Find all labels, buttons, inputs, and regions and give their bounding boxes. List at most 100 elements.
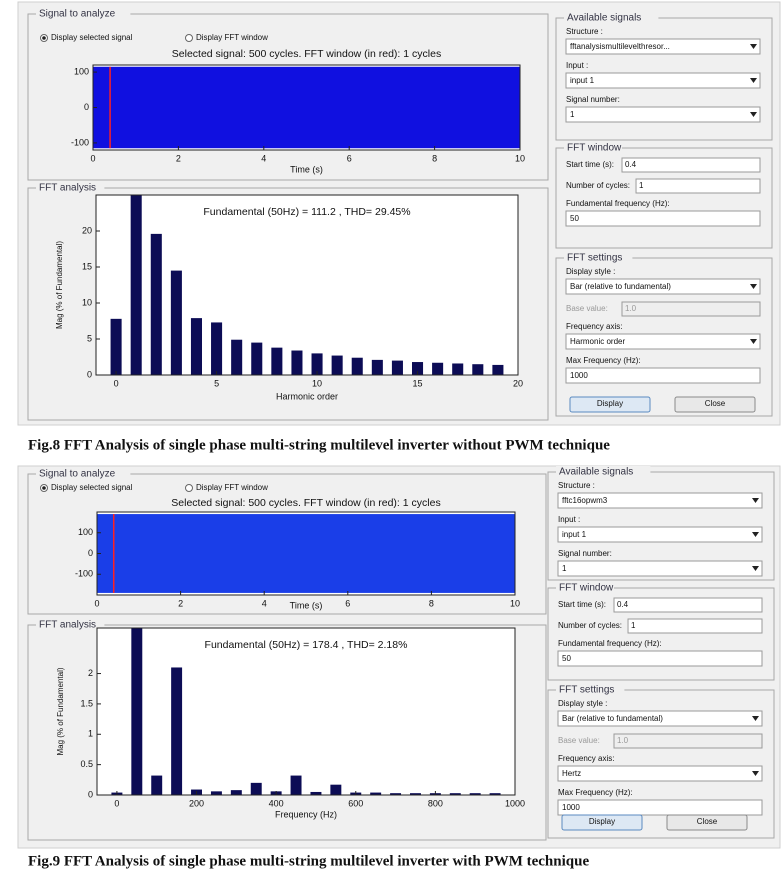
field-value: 0.4: [617, 600, 629, 609]
bar: [391, 360, 403, 375]
dropdown[interactable]: [557, 492, 763, 509]
y-tick-label: 1.5: [80, 698, 93, 708]
text-field[interactable]: [613, 597, 763, 613]
bar: [170, 270, 182, 375]
field-label: Signal number:: [566, 95, 620, 104]
available-signals-title-bg: [564, 12, 659, 24]
text-field[interactable]: [565, 210, 761, 227]
field-value: 1: [570, 110, 575, 119]
bar: [371, 359, 383, 375]
x-tick-label: 2: [176, 153, 181, 163]
text-field[interactable]: [557, 650, 763, 667]
y-tick-label: 2: [88, 668, 93, 678]
field-value: Hertz: [562, 769, 581, 778]
x-tick-label: 20: [513, 378, 523, 388]
text-field[interactable]: [635, 178, 761, 194]
dropdown[interactable]: [557, 560, 763, 577]
plot: 0 2 4 6 8 10 100 0 -100 Selected signal: 500 cycl…: [75, 497, 520, 611]
button-label: Display: [597, 399, 623, 408]
bar: [410, 793, 421, 795]
fft-panel: [27, 187, 549, 421]
field-label: Fundamental frequency (Hz):: [566, 199, 670, 208]
y-tick-label: 0: [87, 369, 92, 379]
fft-window-title: FFT window: [567, 143, 622, 154]
radio-label: Display selected signal: [51, 33, 133, 42]
button[interactable]: [569, 396, 651, 413]
x-axis-label: Time (s): [290, 164, 323, 174]
button[interactable]: [561, 814, 643, 831]
button[interactable]: [674, 396, 756, 413]
available-signals: [547, 471, 775, 581]
x-tick-label: 10: [510, 598, 520, 608]
x-tick-label: 15: [413, 378, 423, 388]
field-label: Input :: [566, 61, 588, 70]
fft-window-title-bg: [556, 582, 614, 594]
bar: [190, 318, 203, 375]
x-tick-label: 2: [178, 598, 183, 608]
bar: [171, 667, 183, 795]
field-label: Signal number:: [558, 549, 612, 558]
dropdown[interactable]: [565, 38, 761, 55]
button[interactable]: [666, 814, 748, 831]
field-label: Number of cycles:: [558, 621, 622, 630]
bar: [472, 364, 484, 375]
text-field[interactable]: [557, 799, 763, 816]
field-label: Frequency axis:: [566, 322, 622, 331]
dropdown[interactable]: [557, 710, 763, 727]
fft-panel-title-bg: [36, 619, 105, 631]
dropdown-arrow: [752, 532, 759, 537]
fft-window-title: FFT window: [559, 583, 614, 594]
signal-panel: [27, 473, 547, 615]
y-tick-label: -100: [75, 569, 93, 579]
dropdown[interactable]: [565, 72, 761, 89]
x-tick-label: 0: [114, 378, 119, 388]
fft-settings-title-bg: [564, 252, 633, 264]
field-value: 1.0: [625, 304, 637, 313]
bar: [432, 362, 444, 375]
x-tick-label: 0: [94, 598, 99, 608]
radio[interactable]: [185, 34, 193, 42]
text-field: [613, 733, 763, 749]
radio-dot: [42, 486, 46, 490]
field-label: Frequency axis:: [558, 754, 614, 763]
y-tick-label: 5: [87, 333, 92, 343]
bar: [230, 790, 242, 795]
bar: [131, 628, 143, 795]
dropdown[interactable]: [565, 333, 761, 350]
radio[interactable]: [185, 484, 193, 492]
x-tick-label: 200: [189, 798, 204, 808]
chart-title: Fundamental (50Hz) = 111.2 , THD= 29.45%: [203, 206, 410, 218]
fft-settings-title: FFT settings: [567, 253, 622, 264]
x-tick-label: 400: [269, 798, 284, 808]
button-label: Display: [589, 817, 615, 826]
y-axis-label: Mag (% of Fundamental): [55, 241, 64, 329]
fft-panel: [27, 624, 547, 841]
text-field: [621, 301, 761, 317]
field-label: Display style :: [566, 267, 615, 276]
fft-window: [555, 147, 773, 249]
button-label: Close: [697, 817, 718, 826]
plot-frame: [95, 194, 519, 376]
radio-label: Display FFT window: [196, 483, 268, 492]
x-tick-label: 10: [312, 378, 322, 388]
marks: [110, 195, 504, 375]
dropdown[interactable]: [565, 106, 761, 123]
dropdown[interactable]: [565, 278, 761, 295]
plot-frame: [96, 627, 516, 796]
x-tick-label: 800: [428, 798, 443, 808]
bar: [390, 793, 402, 795]
text-field[interactable]: [621, 157, 761, 173]
field-value: Harmonic order: [570, 337, 625, 346]
text-field[interactable]: [627, 618, 763, 634]
button-label: Close: [705, 399, 726, 408]
bar: [210, 791, 222, 795]
marks: [93, 66, 520, 149]
dropdown-arrow: [752, 498, 759, 503]
text-field[interactable]: [565, 367, 761, 384]
bar: [250, 782, 262, 795]
dropdown-arrow: [752, 566, 759, 571]
dropdown[interactable]: [557, 765, 763, 782]
plot: 0 200 400 600 800 1000 0 0.5 1 1.5 2 Fundamental (5…: [56, 627, 525, 819]
dropdown[interactable]: [557, 526, 763, 543]
